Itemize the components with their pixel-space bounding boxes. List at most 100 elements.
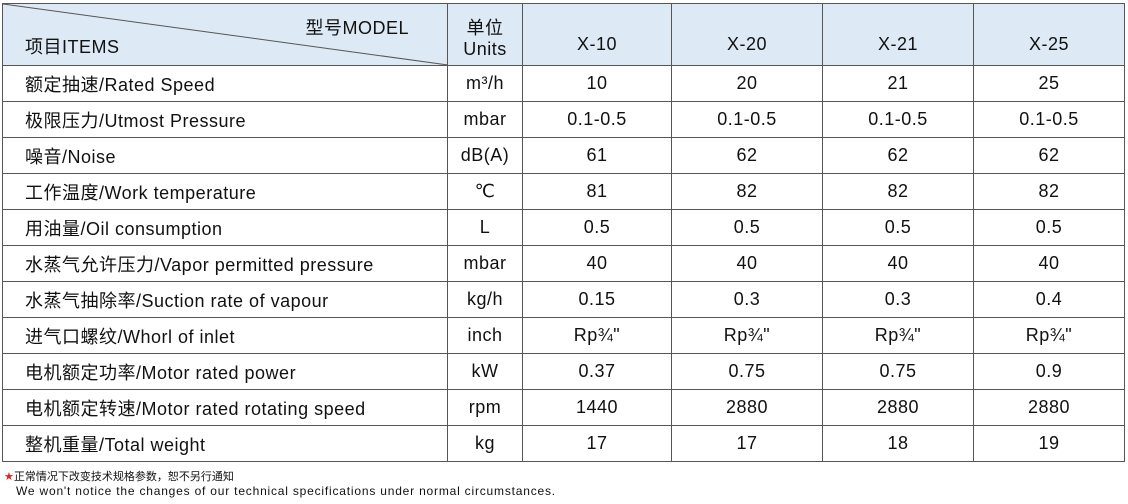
unit-cell: ℃ [447, 173, 523, 210]
units-en: Units [463, 38, 507, 59]
value-cell: 61 [522, 137, 672, 174]
value-cell: 0.75 [671, 353, 823, 390]
unit-cell: m³/h [447, 65, 523, 102]
unit-cell: rpm [447, 389, 523, 426]
model-header: X-25 [973, 3, 1125, 66]
value-cell: 40 [522, 245, 672, 282]
value-cell: 18 [822, 425, 974, 462]
value-cell: 0.1-0.5 [973, 101, 1125, 138]
value-cell: Rp¾" [671, 317, 823, 354]
value-cell: 82 [822, 173, 974, 210]
row: 额定抽速/Rated Speed m³/h 10 20 21 25 [2, 65, 1125, 102]
value-cell: 0.9 [973, 353, 1125, 390]
value-cell: 0.5 [671, 209, 823, 246]
model-name: X-20 [726, 34, 768, 54]
note-cn: 正常情况下改变技术规格参数，恕不另行通知 [13, 471, 234, 483]
value-cell: Rp¾" [822, 317, 974, 354]
value-cell: 17 [671, 425, 823, 462]
item-cell: 电机额定功率/Motor rated power [2, 353, 448, 390]
value-cell: 21 [822, 65, 974, 102]
row: 噪音/Noise dB(A) 61 62 62 62 [2, 137, 1125, 174]
value-cell: 0.15 [522, 281, 672, 318]
value-cell: 25 [973, 65, 1125, 102]
row: 工作温度/Work temperature ℃ 81 82 82 82 [2, 173, 1125, 210]
model-header: X-21 [822, 3, 974, 66]
value-cell: 2880 [973, 389, 1125, 426]
units-cn: 单位 [466, 17, 504, 38]
value-cell: 0.1-0.5 [822, 101, 974, 138]
note-cn-line: ★正常情况下改变技术规格参数，恕不另行通知 [4, 470, 556, 484]
value-cell: 2880 [671, 389, 823, 426]
item-cell: 整机重量/Total weight [2, 425, 448, 462]
item-cell: 极限压力/Utmost Pressure [2, 101, 448, 138]
value-cell: 81 [522, 173, 672, 210]
model-name: X-21 [877, 34, 919, 54]
value-cell: 40 [973, 245, 1125, 282]
item-cell: 噪音/Noise [2, 137, 448, 174]
unit-cell: L [447, 209, 523, 246]
value-cell: 0.3 [671, 281, 823, 318]
value-cell: 82 [973, 173, 1125, 210]
row: 电机额定转速/Motor rated rotating speed rpm 1440… [2, 389, 1125, 426]
value-cell: 0.1-0.5 [671, 101, 823, 138]
model-name: X-10 [576, 34, 618, 54]
value-cell: 0.3 [822, 281, 974, 318]
row: 极限压力/Utmost Pressure mbar 0.1-0.5 0.1-0.5 0.… [2, 101, 1125, 138]
header-corner: 型号MODEL 项目ITEMS [2, 3, 448, 66]
value-cell: 0.75 [822, 353, 974, 390]
row: 进气口螺纹/Whorl of inlet inch Rp¾" Rp¾" Rp¾" Rp¾" [2, 317, 1125, 354]
value-cell: 0.5 [822, 209, 974, 246]
row: 用油量/Oil consumption L 0.5 0.5 0.5 0.5 [2, 209, 1125, 246]
value-cell: 82 [671, 173, 823, 210]
item-cell: 用油量/Oil consumption [2, 209, 448, 246]
header-row: 型号MODEL 项目ITEMS 单位 Units X-10 X-20 X-21 X-25 [2, 3, 1125, 66]
model-label: 型号MODEL [305, 18, 409, 38]
unit-cell: inch [447, 317, 523, 354]
value-cell: 40 [671, 245, 823, 282]
model-header: X-10 [522, 3, 672, 66]
value-cell: 19 [973, 425, 1125, 462]
value-cell: 40 [822, 245, 974, 282]
row: 电机额定功率/Motor rated power kW 0.37 0.75 0.75 0.… [2, 353, 1125, 390]
item-cell: 进气口螺纹/Whorl of inlet [2, 317, 448, 354]
unit-cell: mbar [447, 245, 523, 282]
value-cell: Rp¾" [973, 317, 1125, 354]
unit-cell: dB(A) [447, 137, 523, 174]
value-cell: Rp¾" [522, 317, 672, 354]
note-en: We won't notice the changes of our techn… [16, 484, 556, 498]
spec-table: 型号MODEL 项目ITEMS 单位 Units X-10 X-20 X-21 X-25… [2, 3, 1125, 462]
item-cell: 水蒸气允许压力/Vapor permitted pressure [2, 245, 448, 282]
unit-cell: mbar [447, 101, 523, 138]
value-cell: 62 [822, 137, 974, 174]
model-header: X-20 [671, 3, 823, 66]
note-star: ★ [4, 471, 14, 483]
value-cell: 0.37 [522, 353, 672, 390]
unit-cell: kg [447, 425, 523, 462]
unit-cell: kW [447, 353, 523, 390]
item-cell: 电机额定转速/Motor rated rotating speed [2, 389, 448, 426]
value-cell: 0.1-0.5 [522, 101, 672, 138]
row: 整机重量/Total weight kg 17 17 18 19 [2, 425, 1125, 462]
unit-cell: kg/h [447, 281, 523, 318]
item-cell: 水蒸气抽除率/Suction rate of vapour [2, 281, 448, 318]
diagonal [3, 4, 448, 65]
value-cell: 62 [973, 137, 1125, 174]
item-cell: 工作温度/Work temperature [2, 173, 448, 210]
model-name: X-25 [1028, 34, 1070, 54]
value-cell: 0.5 [522, 209, 672, 246]
value-cell: 0.5 [973, 209, 1125, 246]
value-cell: 1440 [522, 389, 672, 426]
units-header: 单位 Units [447, 3, 523, 66]
value-cell: 2880 [822, 389, 974, 426]
row: 水蒸气抽除率/Suction rate of vapour kg/h 0.15 0.3… [2, 281, 1125, 318]
value-cell: 62 [671, 137, 823, 174]
value-cell: 0.4 [973, 281, 1125, 318]
value-cell: 20 [671, 65, 823, 102]
footnote: ★正常情况下改变技术规格参数，恕不另行通知 We won't notice th… [4, 470, 556, 498]
items-label: 项目ITEMS [25, 37, 120, 57]
value-cell: 17 [522, 425, 672, 462]
row: 水蒸气允许压力/Vapor permitted pressure mbar 40 40… [2, 245, 1125, 282]
item-cell: 额定抽速/Rated Speed [2, 65, 448, 102]
value-cell: 10 [522, 65, 672, 102]
